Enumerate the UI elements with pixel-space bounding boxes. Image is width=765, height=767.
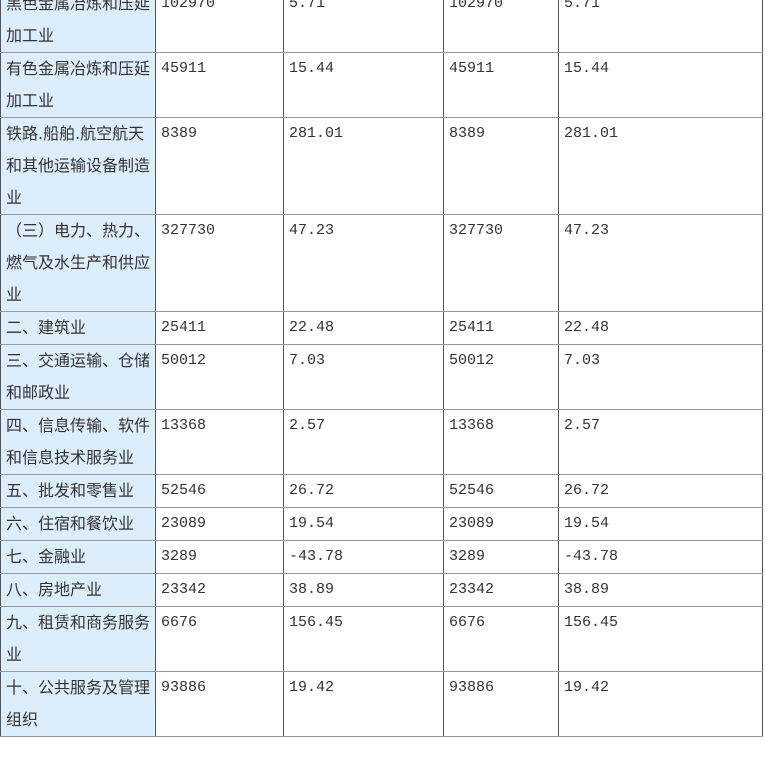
growth-cell: 2.57 bbox=[558, 409, 763, 475]
industry-name-cell: 十、公共服务及管理组织 bbox=[0, 671, 156, 737]
value-cell: 327730 bbox=[443, 214, 559, 312]
growth-cell: -43.78 bbox=[558, 540, 763, 574]
growth-cell: 19.54 bbox=[558, 507, 763, 541]
value-cell: 25411 bbox=[443, 311, 559, 345]
industry-name-cell: 三、交通运输、仓储和邮政业 bbox=[0, 344, 156, 410]
growth-cell: 5.71 bbox=[283, 0, 444, 53]
growth-cell: -43.78 bbox=[283, 540, 444, 574]
value-cell: 327730 bbox=[155, 214, 284, 312]
value-cell: 50012 bbox=[443, 344, 559, 410]
growth-cell: 26.72 bbox=[558, 474, 763, 508]
table-row: 黑色金属冶炼和压延加工业 102970 5.71 102970 5.71 bbox=[0, 0, 763, 53]
growth-cell: 156.45 bbox=[558, 606, 763, 672]
table-row: 十、公共服务及管理组织 93886 19.42 93886 19.42 bbox=[0, 671, 763, 737]
table-row: 二、建筑业 25411 22.48 25411 22.48 bbox=[0, 311, 763, 345]
value-cell: 25411 bbox=[155, 311, 284, 345]
value-cell: 93886 bbox=[443, 671, 559, 737]
value-cell: 45911 bbox=[443, 52, 559, 118]
growth-cell: 19.42 bbox=[283, 671, 444, 737]
value-cell: 3289 bbox=[155, 540, 284, 574]
value-cell: 23089 bbox=[443, 507, 559, 541]
value-cell: 52546 bbox=[443, 474, 559, 508]
growth-cell: 38.89 bbox=[283, 573, 444, 607]
table-row: 有色金属冶炼和压延加工业 45911 15.44 45911 15.44 bbox=[0, 52, 763, 118]
value-cell: 23089 bbox=[155, 507, 284, 541]
value-cell: 23342 bbox=[443, 573, 559, 607]
value-cell: 93886 bbox=[155, 671, 284, 737]
growth-cell: 47.23 bbox=[283, 214, 444, 312]
table-row: 五、批发和零售业 52546 26.72 52546 26.72 bbox=[0, 474, 763, 508]
industry-name-cell: 有色金属冶炼和压延加工业 bbox=[0, 52, 156, 118]
growth-cell: 19.54 bbox=[283, 507, 444, 541]
industry-name-cell: （三）电力、热力、燃气及水生产和供应业 bbox=[0, 214, 156, 312]
value-cell: 102970 bbox=[443, 0, 559, 53]
growth-cell: 281.01 bbox=[283, 117, 444, 215]
growth-cell: 5.71 bbox=[558, 0, 763, 53]
table-row: 六、住宿和餐饮业 23089 19.54 23089 19.54 bbox=[0, 507, 763, 541]
industry-name-cell: 八、房地产业 bbox=[0, 573, 156, 607]
industry-name-cell: 黑色金属冶炼和压延加工业 bbox=[0, 0, 156, 53]
growth-cell: 19.42 bbox=[558, 671, 763, 737]
table-row: 九、租赁和商务服务业 6676 156.45 6676 156.45 bbox=[0, 606, 763, 672]
value-cell: 6676 bbox=[155, 606, 284, 672]
value-cell: 45911 bbox=[155, 52, 284, 118]
table-row: 铁路.船舶.航空航天和其他运输设备制造业 8389 281.01 8389 281.01 bbox=[0, 117, 763, 215]
growth-cell: 47.23 bbox=[558, 214, 763, 312]
industry-name-cell: 四、信息传输、软件和信息技术服务业 bbox=[0, 409, 156, 475]
industry-name-cell: 六、住宿和餐饮业 bbox=[0, 507, 156, 541]
value-cell: 23342 bbox=[155, 573, 284, 607]
table-row: 四、信息传输、软件和信息技术服务业 13368 2.57 13368 2.57 bbox=[0, 409, 763, 475]
value-cell: 6676 bbox=[443, 606, 559, 672]
growth-cell: 22.48 bbox=[558, 311, 763, 345]
table-row: （三）电力、热力、燃气及水生产和供应业 327730 47.23 327730 47.2… bbox=[0, 214, 763, 312]
value-cell: 52546 bbox=[155, 474, 284, 508]
growth-cell: 156.45 bbox=[283, 606, 444, 672]
industry-name-cell: 七、金融业 bbox=[0, 540, 156, 574]
growth-cell: 15.44 bbox=[558, 52, 763, 118]
value-cell: 50012 bbox=[155, 344, 284, 410]
value-cell: 13368 bbox=[155, 409, 284, 475]
industry-name-cell: 铁路.船舶.航空航天和其他运输设备制造业 bbox=[0, 117, 156, 215]
value-cell: 13368 bbox=[443, 409, 559, 475]
table-row: 七、金融业 3289 -43.78 3289 -43.78 bbox=[0, 540, 763, 574]
industry-name-cell: 二、建筑业 bbox=[0, 311, 156, 345]
value-cell: 3289 bbox=[443, 540, 559, 574]
growth-cell: 7.03 bbox=[558, 344, 763, 410]
industry-data-table: 黑色金属冶炼和压延加工业 102970 5.71 102970 5.71 有色金属冶炼和压… bbox=[0, 0, 763, 737]
industry-name-cell: 九、租赁和商务服务业 bbox=[0, 606, 156, 672]
industry-name-cell: 五、批发和零售业 bbox=[0, 474, 156, 508]
table-row: 三、交通运输、仓储和邮政业 50012 7.03 50012 7.03 bbox=[0, 344, 763, 410]
growth-cell: 26.72 bbox=[283, 474, 444, 508]
growth-cell: 15.44 bbox=[283, 52, 444, 118]
table-row: 八、房地产业 23342 38.89 23342 38.89 bbox=[0, 573, 763, 607]
growth-cell: 38.89 bbox=[558, 573, 763, 607]
growth-cell: 7.03 bbox=[283, 344, 444, 410]
growth-cell: 281.01 bbox=[558, 117, 763, 215]
value-cell: 8389 bbox=[155, 117, 284, 215]
value-cell: 8389 bbox=[443, 117, 559, 215]
growth-cell: 22.48 bbox=[283, 311, 444, 345]
growth-cell: 2.57 bbox=[283, 409, 444, 475]
value-cell: 102970 bbox=[155, 0, 284, 53]
